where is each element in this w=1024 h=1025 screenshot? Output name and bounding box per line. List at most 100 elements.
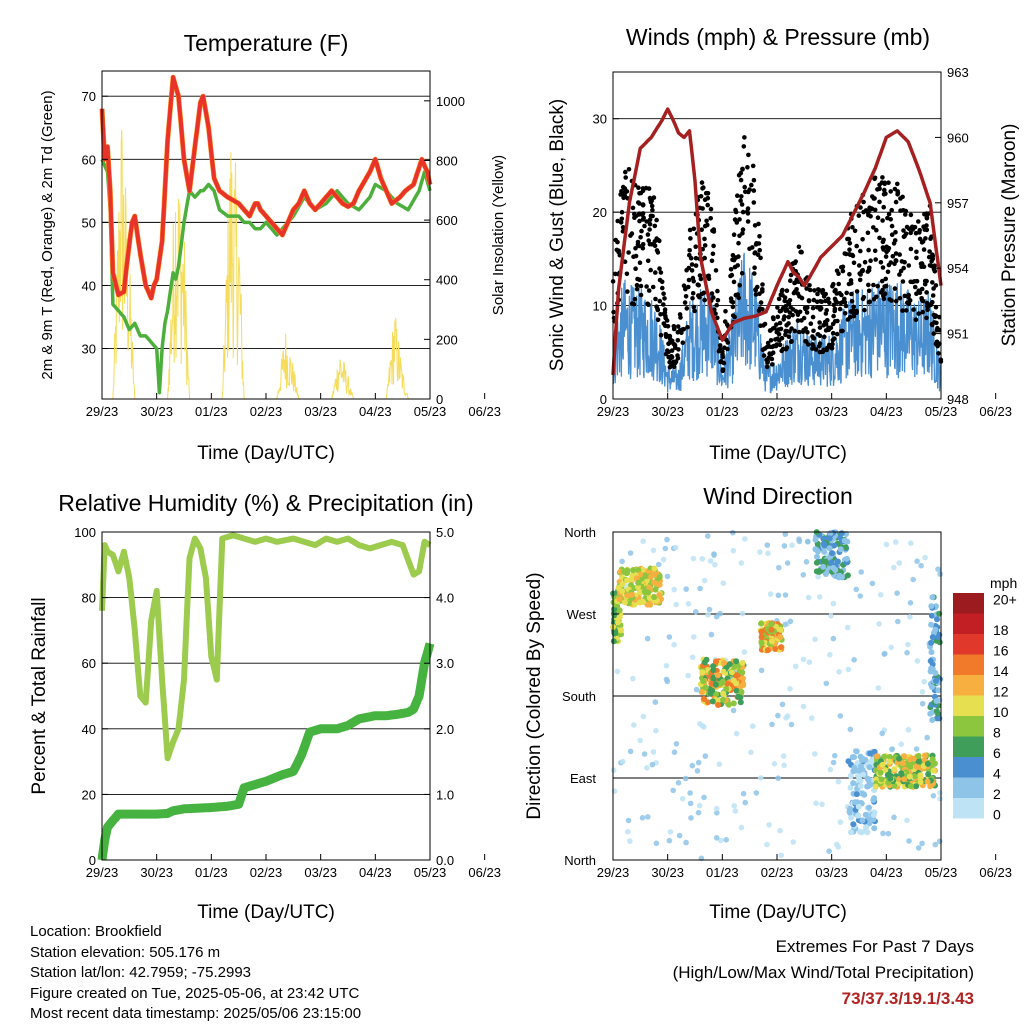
gust-point xyxy=(771,343,776,349)
direction-point xyxy=(826,535,833,542)
gust-point xyxy=(847,241,853,246)
legend-swatch xyxy=(953,757,984,778)
gust-point xyxy=(885,269,891,275)
winds-y-ticks: 0 10 20 30 xyxy=(593,112,619,407)
direction-point xyxy=(896,755,903,762)
gust-point xyxy=(934,328,940,333)
gust-point xyxy=(711,243,716,249)
direction-point xyxy=(859,817,866,824)
gust-point xyxy=(796,329,802,335)
gust-point xyxy=(786,314,791,320)
gust-point xyxy=(848,252,853,257)
direction-point xyxy=(732,808,739,814)
direction-point xyxy=(919,689,926,695)
direction-point xyxy=(876,621,882,627)
humidity-xlabel: Time (Day/UTC) xyxy=(197,902,335,923)
gust-point xyxy=(777,320,783,326)
gust-point xyxy=(737,217,742,222)
gust-point xyxy=(895,190,901,196)
direction-point xyxy=(701,659,708,666)
direction-point xyxy=(894,590,900,596)
direction-point xyxy=(733,658,740,665)
temperature-title: Temperature (F) xyxy=(184,30,349,56)
direction-point xyxy=(701,577,708,584)
direction-point xyxy=(627,550,634,556)
gust-point xyxy=(850,225,855,230)
gust-point xyxy=(676,347,681,352)
direction-point xyxy=(913,783,920,790)
gust-point xyxy=(698,194,704,199)
direction-point xyxy=(846,808,853,815)
direction-point xyxy=(708,631,715,638)
direction-point xyxy=(792,663,799,670)
gust-point xyxy=(924,290,929,295)
direction-point xyxy=(871,825,878,832)
gust-point xyxy=(810,305,816,311)
y-tick-label: 60 xyxy=(82,656,96,671)
gust-point xyxy=(906,295,911,300)
gust-point xyxy=(773,337,778,342)
gust-point xyxy=(914,255,919,261)
x-tick-label: 30/23 xyxy=(651,865,684,880)
legend-label: 8 xyxy=(993,724,1001,740)
direction-point xyxy=(788,721,795,728)
y2-tick-label: 2.0 xyxy=(436,722,454,737)
pressure-y2-ticks: 948 951 954 957 960 963 xyxy=(935,65,969,407)
direction-point xyxy=(845,758,852,765)
direction-point xyxy=(853,586,860,593)
gust-point xyxy=(640,245,646,251)
direction-point xyxy=(757,775,764,781)
gust-point xyxy=(677,328,683,333)
gust-point xyxy=(872,175,878,181)
gust-point xyxy=(885,248,891,253)
gust-point xyxy=(645,232,651,237)
gust-point xyxy=(880,239,886,245)
gust-point xyxy=(770,362,775,367)
gust-point xyxy=(866,212,871,218)
gust-point xyxy=(760,282,765,287)
gust-point xyxy=(742,135,747,140)
gust-point xyxy=(914,249,919,255)
gust-point xyxy=(849,291,854,297)
gust-point xyxy=(765,360,770,365)
gust-point xyxy=(777,309,783,314)
direction-point xyxy=(885,830,892,837)
gust-point xyxy=(652,223,658,229)
gust-point xyxy=(890,253,896,259)
gust-point xyxy=(886,180,891,185)
gust-point xyxy=(758,300,764,305)
direction-point xyxy=(933,708,940,715)
direction-point xyxy=(610,638,617,645)
gust-point xyxy=(655,317,661,323)
direction-point xyxy=(853,748,860,755)
gust-point xyxy=(730,257,735,263)
direction-point xyxy=(784,713,791,719)
gust-point xyxy=(659,279,665,285)
gust-point xyxy=(731,232,737,237)
direction-scatter xyxy=(610,529,943,862)
gust-point xyxy=(784,323,789,328)
direction-point xyxy=(640,713,647,720)
gust-point xyxy=(811,297,817,303)
direction-point xyxy=(777,626,784,633)
gust-point xyxy=(854,243,859,249)
gust-point xyxy=(626,167,632,172)
direction-point xyxy=(863,824,869,831)
gust-point xyxy=(752,271,757,276)
direction-point xyxy=(908,540,914,546)
direction-point xyxy=(857,783,864,789)
direction-point xyxy=(662,545,669,552)
x-tick-label: 03/23 xyxy=(815,865,848,880)
direction-point xyxy=(891,564,897,571)
gust-point xyxy=(723,309,728,314)
gust-point xyxy=(793,280,798,285)
gust-point xyxy=(711,295,716,300)
gust-point xyxy=(846,281,852,287)
gust-point xyxy=(919,240,925,245)
gust-point xyxy=(780,287,785,293)
x-tick-label: 02/23 xyxy=(761,865,794,880)
direction-point xyxy=(937,571,943,577)
gust-point xyxy=(867,265,872,271)
gust-point xyxy=(714,302,719,308)
gust-point xyxy=(842,296,847,302)
